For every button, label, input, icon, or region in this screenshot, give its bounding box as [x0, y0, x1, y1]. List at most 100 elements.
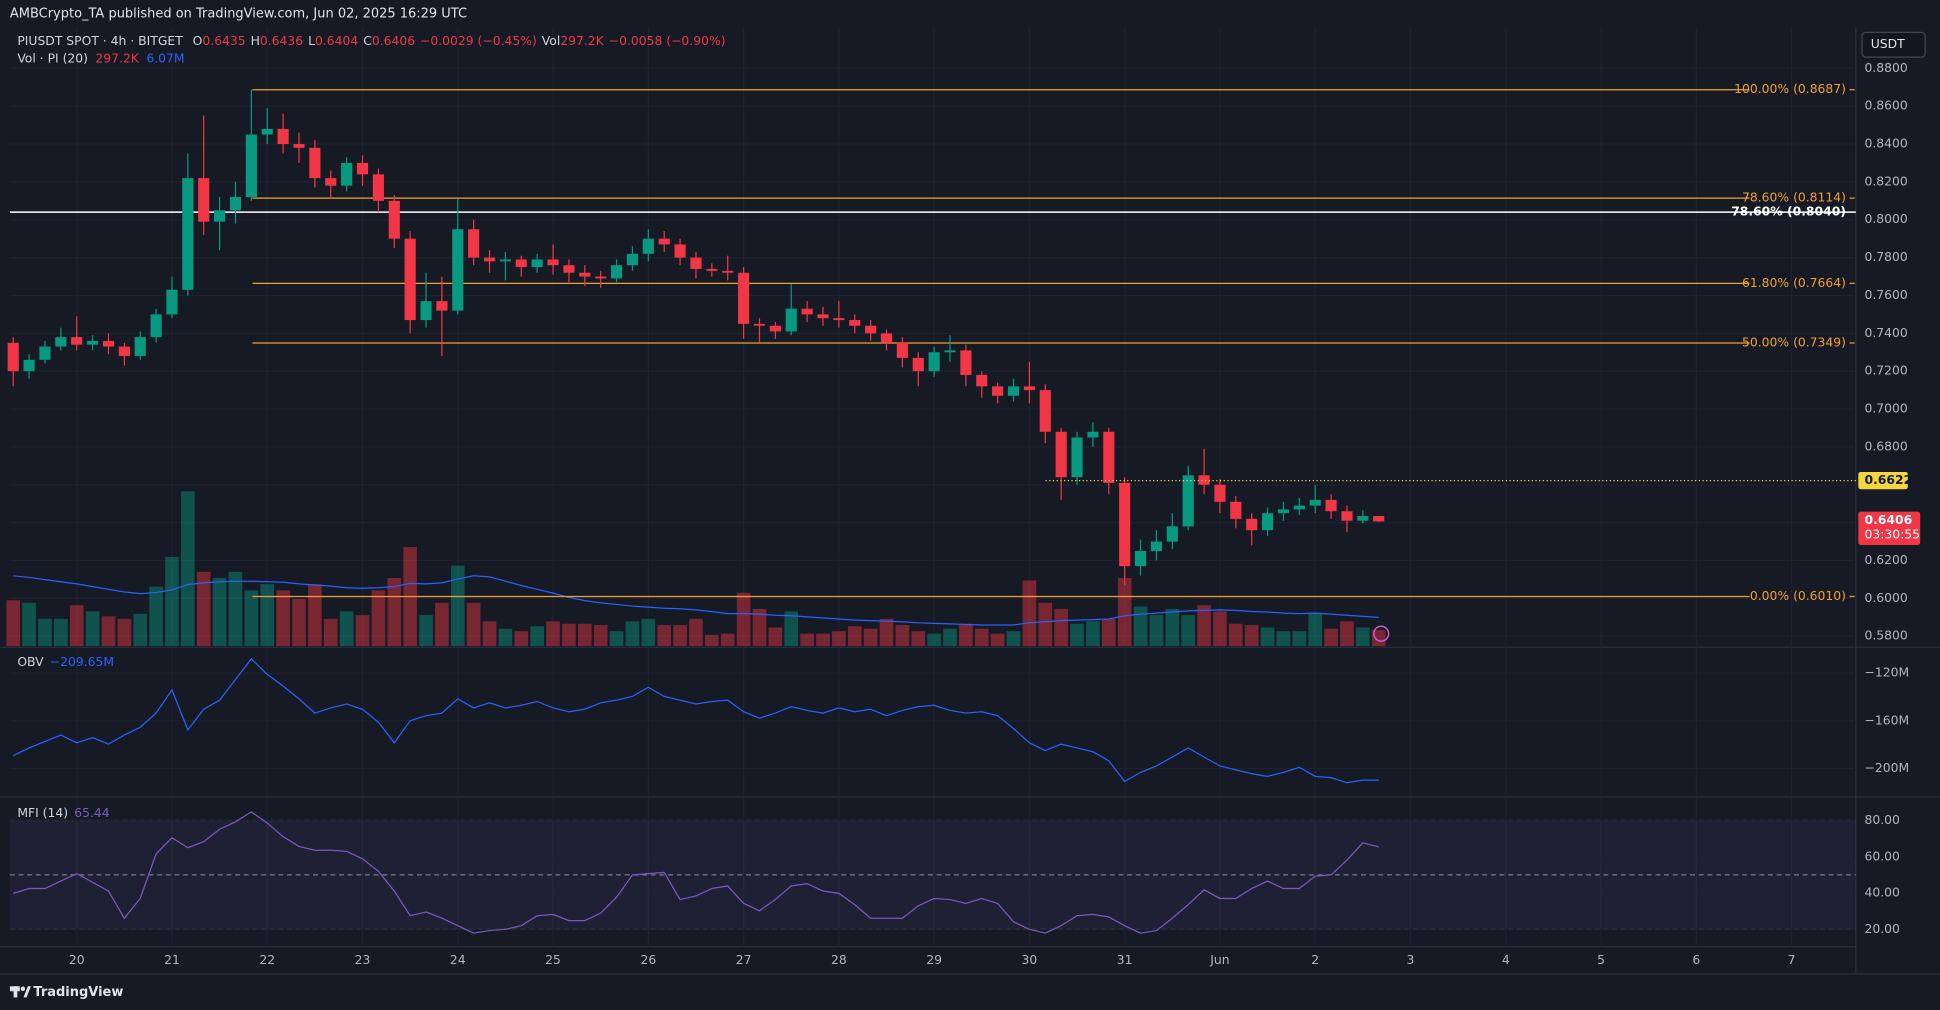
- candle-body: [452, 229, 464, 311]
- candle-body: [293, 144, 305, 148]
- volume-bar: [482, 621, 497, 647]
- x-tick-label: 21: [164, 953, 180, 967]
- countdown: 03:30:55: [1865, 528, 1921, 542]
- candle-body: [1071, 437, 1083, 478]
- volume-bar: [1133, 606, 1148, 647]
- fib-label: 78.60% (0.8114): [1742, 191, 1846, 205]
- volume-bar: [450, 565, 465, 647]
- volume-bar: [260, 584, 275, 647]
- candle-body: [976, 374, 988, 387]
- candle-body: [245, 134, 257, 198]
- volume-bar: [1244, 625, 1259, 647]
- candle-body: [865, 325, 877, 334]
- x-tick-label: 30: [1022, 953, 1038, 967]
- y-tick-label: −160M: [1865, 713, 1910, 727]
- fib-label: 61.80% (0.7664): [1742, 276, 1846, 290]
- candle-body: [468, 229, 480, 258]
- volume-bar: [1022, 580, 1037, 647]
- live-indicator: [1373, 625, 1390, 642]
- candle-body: [499, 259, 511, 262]
- y-tick-label: −120M: [1865, 666, 1910, 680]
- x-tick-label: 20: [69, 953, 85, 967]
- volume-bar: [85, 611, 100, 647]
- candle-body: [1262, 513, 1274, 531]
- logo: TradingView: [33, 985, 123, 1000]
- volume-bar: [689, 618, 703, 647]
- volume-bar: [911, 631, 926, 647]
- candle-body: [134, 337, 146, 357]
- volume-bar: [69, 605, 84, 647]
- symbol: PIUSDT SPOT · 4h · BITGET: [17, 34, 183, 48]
- volume-bar: [196, 571, 211, 647]
- candle-body: [55, 337, 67, 347]
- volume-bar: [6, 600, 20, 647]
- x-tick-label: 25: [545, 953, 561, 967]
- y-tick-label: 0.8400: [1865, 137, 1908, 151]
- volume-bar: [1149, 615, 1164, 647]
- candle-body: [309, 147, 321, 179]
- volume-bar: [1038, 602, 1053, 647]
- y-tick-label: 0.8600: [1865, 99, 1908, 113]
- volume-bar: [673, 625, 687, 647]
- volume-bar: [276, 590, 290, 647]
- candle-body: [706, 268, 718, 271]
- y-tick-label: 0.5800: [1865, 629, 1908, 643]
- candle-body: [1150, 541, 1162, 552]
- candle-body: [1119, 482, 1131, 567]
- volume-bar: [498, 628, 513, 647]
- volume-bar: [1101, 618, 1116, 647]
- y-tick-label: 80.00: [1865, 813, 1901, 827]
- volume-bar: [562, 623, 576, 647]
- volume-bar: [308, 584, 322, 647]
- x-tick-label: 27: [736, 953, 752, 967]
- candle-body: [1007, 386, 1020, 396]
- volume-bar: [752, 608, 767, 647]
- candle-body: [579, 272, 591, 277]
- y-tick-label: −200M: [1865, 761, 1910, 775]
- volume-value: 297.2K: [95, 51, 139, 65]
- volume-bar: [816, 633, 830, 647]
- volume-bar: [435, 602, 449, 647]
- candle-body: [23, 359, 35, 372]
- y-tick-label: 0.8800: [1865, 61, 1908, 75]
- candle-body: [1309, 499, 1321, 506]
- candle-body: [1293, 505, 1305, 510]
- candle-body: [722, 270, 734, 273]
- y-tick-label: 20.00: [1865, 922, 1901, 936]
- legend-key: O: [193, 34, 203, 48]
- volume-bar: [943, 628, 957, 647]
- indicator-line: [12, 657, 1379, 784]
- y-tick-label: 0.7200: [1865, 364, 1908, 378]
- legend-value: 0.6406: [372, 34, 415, 48]
- y-tick-label: 0.7400: [1865, 326, 1908, 340]
- candle-body: [229, 197, 242, 211]
- volume-bar: [371, 590, 386, 647]
- volume-bar: [419, 615, 433, 647]
- volume-bar: [784, 611, 799, 647]
- currency: USDT: [1871, 37, 1905, 51]
- volume-bar: [323, 618, 338, 647]
- volume-bar: [1308, 612, 1323, 647]
- y-tick-label: 0.6000: [1865, 591, 1908, 605]
- y-tick-label: 0.8200: [1865, 174, 1908, 188]
- publisher: AMBCrypto_TA published on TradingView.co…: [10, 6, 467, 21]
- volume-bar: [736, 592, 751, 647]
- volume-bar: [117, 618, 132, 647]
- candle-body: [738, 272, 750, 324]
- legend-value: 0.6435: [202, 34, 245, 48]
- volume-bar: [879, 618, 894, 647]
- x-tick-label: 2: [1311, 953, 1319, 967]
- candle-body: [753, 323, 766, 326]
- candle-body: [992, 386, 1004, 396]
- candle-body: [944, 350, 956, 353]
- candle-body: [817, 314, 829, 319]
- fib-label: 0.00% (0.6010): [1750, 589, 1846, 603]
- volume-bar: [657, 625, 672, 647]
- x-tick-label: 24: [450, 953, 466, 967]
- indicator-value: −209.65M: [50, 655, 114, 669]
- candle-body: [356, 162, 369, 175]
- candle-body: [547, 259, 559, 266]
- candle-body: [1357, 515, 1369, 521]
- candle-body: [658, 238, 670, 245]
- candle-body: [674, 244, 686, 258]
